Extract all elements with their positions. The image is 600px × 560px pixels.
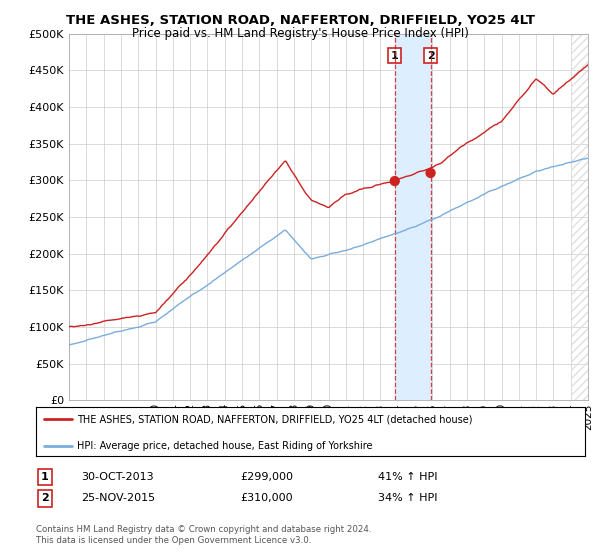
Text: THE ASHES, STATION ROAD, NAFFERTON, DRIFFIELD, YO25 4LT (detached house): THE ASHES, STATION ROAD, NAFFERTON, DRIF…: [77, 414, 473, 424]
Text: 2: 2: [41, 493, 49, 503]
Text: 1: 1: [391, 50, 398, 60]
Bar: [395, 34, 431, 400]
Point: [390, 176, 400, 185]
Text: THE ASHES, STATION ROAD, NAFFERTON, DRIFFIELD, YO25 4LT: THE ASHES, STATION ROAD, NAFFERTON, DRIF…: [65, 14, 535, 27]
Text: HPI: Average price, detached house, East Riding of Yorkshire: HPI: Average price, detached house, East…: [77, 441, 373, 451]
Text: 34% ↑ HPI: 34% ↑ HPI: [378, 493, 437, 503]
Text: £299,000: £299,000: [240, 472, 293, 482]
Text: 25-NOV-2015: 25-NOV-2015: [81, 493, 155, 503]
Point: [426, 169, 436, 178]
Text: 2: 2: [427, 50, 434, 60]
Bar: [571, 34, 588, 400]
Text: 41% ↑ HPI: 41% ↑ HPI: [378, 472, 437, 482]
Text: 30-OCT-2013: 30-OCT-2013: [81, 472, 154, 482]
Text: Price paid vs. HM Land Registry's House Price Index (HPI): Price paid vs. HM Land Registry's House …: [131, 27, 469, 40]
Text: 1: 1: [41, 472, 49, 482]
Text: Contains HM Land Registry data © Crown copyright and database right 2024.
This d: Contains HM Land Registry data © Crown c…: [36, 525, 371, 545]
Text: £310,000: £310,000: [240, 493, 293, 503]
